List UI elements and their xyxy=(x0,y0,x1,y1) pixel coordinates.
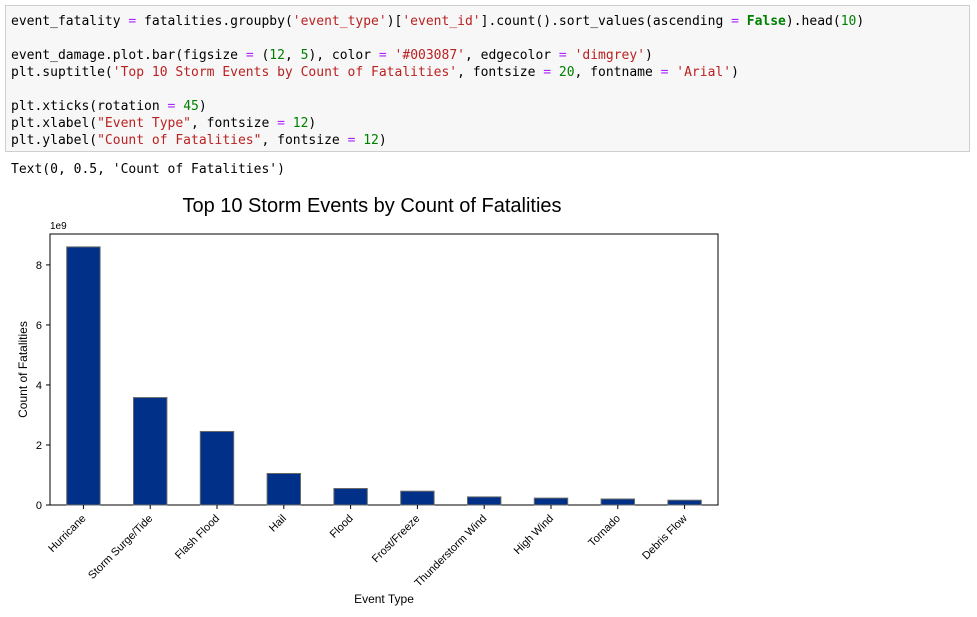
x-tick-label: Hurricane xyxy=(46,513,88,555)
code-token: , fontname xyxy=(574,65,661,80)
code-token: "Event Type" xyxy=(97,116,192,131)
bar-6 xyxy=(400,490,435,506)
code-token: , fontsize xyxy=(191,116,278,131)
code-token: fatalities.groupby( xyxy=(136,14,293,29)
code-token: 'Top 10 Storm Events by Count of Fatalit… xyxy=(112,65,458,80)
x-tick-label: Flash Flood xyxy=(173,513,222,562)
bar-5 xyxy=(333,487,368,506)
code-token: = xyxy=(245,48,254,63)
code-token: , xyxy=(284,48,301,63)
bar-2 xyxy=(133,397,168,506)
bar-1 xyxy=(66,246,101,506)
y-tick-label: 2 xyxy=(36,440,42,452)
code-token: ).head( xyxy=(785,14,841,29)
x-tick-label: Thunderstorm Wind xyxy=(413,513,490,590)
code-token: = xyxy=(347,133,356,148)
code-token: = xyxy=(543,65,552,80)
code-token: 'event_id' xyxy=(402,14,481,29)
code-token: 12 xyxy=(292,116,309,131)
code-token: event_fatality xyxy=(11,14,129,29)
plot-area-frame xyxy=(49,233,719,506)
bar-9 xyxy=(600,498,635,506)
code-token: 12 xyxy=(269,48,285,63)
code-token: 'dimgrey' xyxy=(574,48,646,63)
x-tick-label: Storm Surge/Tide xyxy=(86,513,155,582)
code-token: ) xyxy=(378,133,387,148)
code-token: 'Arial' xyxy=(676,65,732,80)
code-token: = xyxy=(660,65,669,80)
y-tick-label: 4 xyxy=(36,380,42,392)
code-token: = xyxy=(731,14,739,29)
code-token: )[ xyxy=(386,14,403,29)
code-token xyxy=(387,48,395,63)
y-tick-label: 0 xyxy=(36,500,42,512)
cell-output-text: Text(0, 0.5, 'Count of Fatalities') xyxy=(11,162,285,177)
code-token: , fontsize xyxy=(261,133,348,148)
code-token: , fontsize xyxy=(457,65,544,80)
code-token: plt.xlabel( xyxy=(11,116,98,131)
code-token: '#003087' xyxy=(394,48,465,63)
code-token: event_damage.plot.bar(figsize xyxy=(11,48,246,63)
code-token: ) xyxy=(731,65,739,80)
bar-10 xyxy=(667,499,702,506)
bar-chart: Top 10 Storm Events by Count of Fataliti… xyxy=(16,195,719,606)
code-token: ) xyxy=(856,14,865,29)
code-token: "Count of Fatalities" xyxy=(97,133,262,148)
code-line: plt.ylabel("Count of Fatalities", fontsi… xyxy=(11,132,387,149)
code-token: , edgecolor xyxy=(465,48,559,63)
code-token: 5 xyxy=(300,48,309,63)
chart-title: Top 10 Storm Events by Count of Fataliti… xyxy=(182,195,561,217)
code-token: 10 xyxy=(840,14,857,29)
code-cell[interactable]: event_fatality = fatalities.groupby('eve… xyxy=(5,5,970,152)
bar-4 xyxy=(266,472,302,506)
code-token xyxy=(739,14,747,29)
x-tick-label: Debris Flow xyxy=(640,513,690,563)
code-line: plt.xlabel("Event Type", fontsize = 12) xyxy=(11,115,316,132)
y-tick-label: 8 xyxy=(36,260,42,272)
code-token: 12 xyxy=(363,133,379,148)
bar-8 xyxy=(533,497,569,506)
code-token: = xyxy=(378,48,387,63)
y-axis-label: Count of Fatalities xyxy=(16,321,30,418)
x-tick-label: Hail xyxy=(267,513,289,535)
code-line: plt.xticks(rotation = 45) xyxy=(11,98,207,115)
x-tick-label: High Wind xyxy=(512,513,556,557)
code-token xyxy=(285,116,293,131)
code-token: False xyxy=(746,14,786,29)
code-token: 20 xyxy=(558,65,575,80)
code-token: = xyxy=(167,99,176,114)
code-token: 'event_type' xyxy=(292,14,387,29)
code-token: = xyxy=(558,48,567,63)
code-token: ].count().sort_values(ascending xyxy=(480,14,732,29)
code-line: event_fatality = fatalities.groupby('eve… xyxy=(11,13,864,30)
code-token: ( xyxy=(253,48,270,63)
code-line: event_damage.plot.bar(figsize = (12, 5),… xyxy=(11,47,653,64)
code-token: ), color xyxy=(308,48,379,63)
code-token xyxy=(551,65,559,80)
y-offset-label: 1e9 xyxy=(50,221,67,232)
code-token: plt.suptitle( xyxy=(11,65,113,80)
code-token: = xyxy=(128,14,137,29)
x-axis-label: Event Type xyxy=(354,592,414,606)
code-token: ) xyxy=(645,48,653,63)
bar-7 xyxy=(467,496,502,506)
code-line: plt.suptitle('Top 10 Storm Events by Cou… xyxy=(11,64,739,81)
x-tick-label: Tornado xyxy=(586,513,623,550)
y-tick-label: 6 xyxy=(36,320,42,332)
code-token: plt.xticks(rotation xyxy=(11,99,168,114)
code-token: 45 xyxy=(183,99,199,114)
x-tick-label: Frost/Freeze xyxy=(370,513,423,566)
code-token: plt.ylabel( xyxy=(11,133,98,148)
bar-3 xyxy=(199,430,235,506)
code-token: = xyxy=(277,116,285,131)
code-token: ) xyxy=(198,99,207,114)
code-token xyxy=(567,48,575,63)
x-tick-label: Flood xyxy=(328,513,356,541)
code-token: ) xyxy=(308,116,317,131)
chart-figure: Top 10 Storm Events by Count of Fataliti… xyxy=(0,180,977,613)
